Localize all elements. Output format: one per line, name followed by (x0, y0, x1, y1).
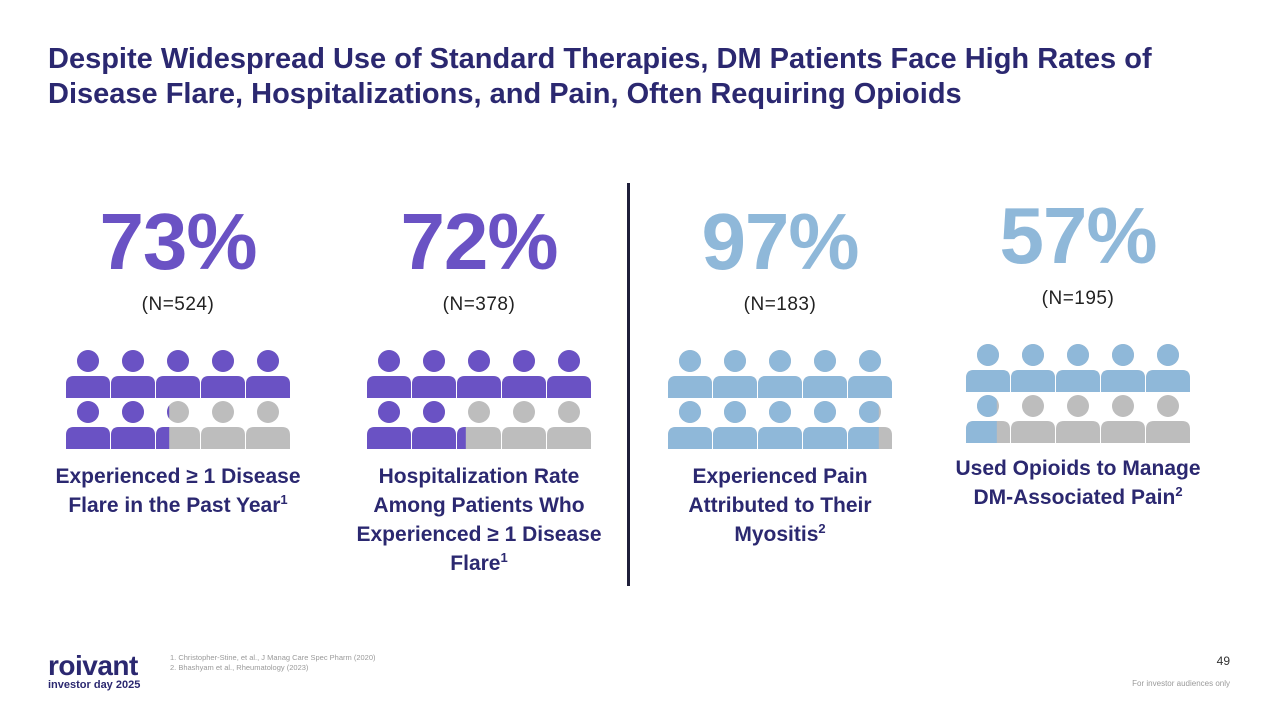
person-icon (457, 350, 501, 398)
person-icon (156, 350, 200, 398)
people-icon-grid (966, 344, 1190, 446)
person-icon (412, 350, 456, 398)
stat-sample-size: (N=524) (141, 294, 215, 315)
person-icon (1101, 395, 1145, 443)
person-icon (66, 401, 110, 449)
person-icon (201, 401, 245, 449)
reference-item: 2. Bhashyam et al., Rheumatology (2023) (170, 663, 309, 672)
person-icon (111, 350, 155, 398)
logo-wordmark: roivant (48, 650, 138, 681)
stat-description: Experienced ≥ 1 Disease Flare in the Pas… (55, 465, 301, 517)
person-icon (246, 401, 290, 449)
stat-sample-size: (N=378) (442, 294, 516, 315)
person-icon (966, 395, 1010, 443)
person-icon (713, 401, 757, 449)
person-icon (758, 350, 802, 398)
page-number: 49 (1216, 654, 1230, 668)
roivant-logo: roivant investor day 2025 (48, 650, 141, 692)
footnote-marker: 2 (818, 521, 826, 536)
person-icon (668, 401, 712, 449)
stat-pain: 97% (N=183) (650, 202, 910, 452)
person-icon (758, 401, 802, 449)
stat-percent: 73% (99, 197, 257, 286)
reference-item: 1. Christopher-Stine, et al., J Manag Ca… (170, 653, 376, 662)
person-icon (111, 401, 155, 449)
disclaimer: For investor audiences only (1132, 679, 1230, 688)
person-icon (1011, 395, 1055, 443)
person-icon (1056, 395, 1100, 443)
person-icon (457, 401, 501, 449)
person-icon (713, 350, 757, 398)
logo-subtitle: investor day 2025 (48, 679, 141, 691)
person-icon (367, 350, 411, 398)
person-icon (66, 350, 110, 398)
stat-description: Used Opioids to Manage DM-Associated Pai… (955, 457, 1201, 509)
person-icon (1056, 344, 1100, 392)
footnote-marker: 1 (280, 492, 288, 507)
references: 1. Christopher-Stine, et al., J Manag Ca… (170, 653, 376, 673)
person-icon (502, 350, 546, 398)
footnote-marker: 2 (1175, 484, 1183, 499)
person-icon (201, 350, 245, 398)
slide-title: Despite Widespread Use of Standard Thera… (48, 43, 1152, 110)
footnote-marker: 1 (500, 550, 508, 565)
stat-percent: 57% (999, 191, 1157, 280)
person-icon (1146, 395, 1190, 443)
person-icon (1146, 344, 1190, 392)
person-icon (668, 350, 712, 398)
person-icon (502, 401, 546, 449)
person-icon (1101, 344, 1145, 392)
stat-sample-size: (N=183) (743, 294, 817, 315)
person-icon (246, 350, 290, 398)
people-icon-grid (66, 350, 290, 452)
person-icon (848, 401, 892, 449)
person-icon (966, 344, 1010, 392)
stat-hospitalization: 72% (N=378) (349, 202, 609, 452)
stat-description: Experienced Pain Attributed to Their Myo… (688, 465, 872, 546)
people-icon-grid (367, 350, 591, 452)
person-icon (848, 350, 892, 398)
vertical-divider (627, 183, 630, 586)
person-icon (1011, 344, 1055, 392)
person-icon (803, 350, 847, 398)
stat-opioids: 57% (N=195) (948, 196, 1208, 446)
stat-percent: 97% (701, 197, 859, 286)
person-icon (156, 401, 200, 449)
stat-description: Hospitalization Rate Among Patients Who … (356, 465, 602, 575)
person-icon (547, 350, 591, 398)
stat-flare: 73% (N=524) (48, 202, 308, 452)
person-icon (803, 401, 847, 449)
person-icon (367, 401, 411, 449)
person-icon (412, 401, 456, 449)
person-icon (547, 401, 591, 449)
people-icon-grid (668, 350, 892, 452)
stat-percent: 72% (400, 197, 558, 286)
stat-sample-size: (N=195) (1041, 288, 1115, 309)
